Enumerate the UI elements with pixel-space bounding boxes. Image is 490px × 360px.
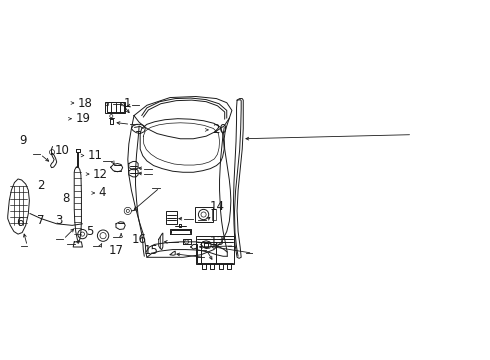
Text: 13: 13 — [210, 235, 225, 248]
Text: 18: 18 — [78, 96, 93, 109]
Bar — [167, 211, 177, 224]
Text: 14: 14 — [210, 201, 225, 213]
Text: 9: 9 — [20, 134, 27, 147]
Text: 4: 4 — [98, 186, 106, 199]
Text: 5: 5 — [86, 225, 93, 238]
Text: 3: 3 — [55, 214, 62, 227]
Text: 6: 6 — [16, 216, 23, 229]
Text: 8: 8 — [63, 192, 70, 205]
Bar — [196, 236, 235, 264]
Text: 7: 7 — [37, 214, 45, 227]
Text: 15: 15 — [144, 244, 158, 257]
Text: 11: 11 — [88, 149, 103, 162]
Text: 10: 10 — [55, 144, 70, 157]
Text: 20: 20 — [212, 123, 227, 136]
Text: 12: 12 — [93, 167, 108, 181]
Text: 17: 17 — [109, 244, 123, 257]
Bar — [212, 210, 216, 220]
Text: 1: 1 — [124, 96, 131, 109]
Text: 16: 16 — [131, 233, 147, 246]
Bar — [195, 207, 213, 222]
Text: 19: 19 — [75, 112, 90, 125]
Text: 2: 2 — [37, 179, 45, 192]
Bar — [105, 102, 125, 113]
